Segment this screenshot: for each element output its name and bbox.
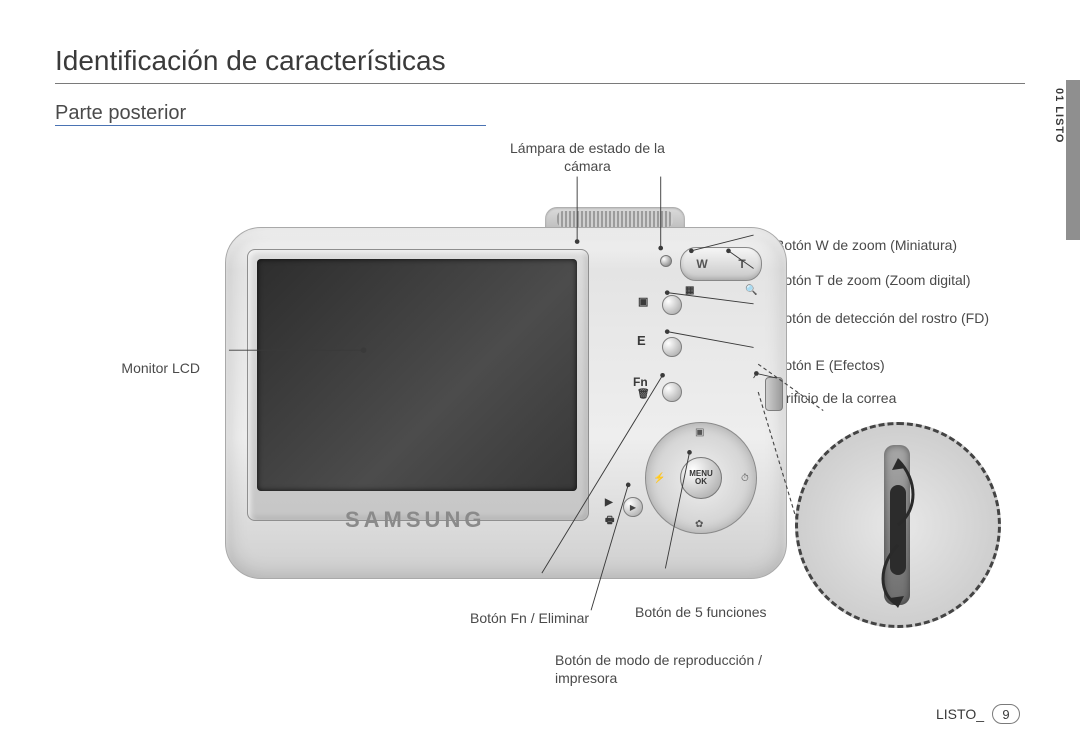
e-label: E xyxy=(637,333,646,348)
play-icon: ▶ xyxy=(605,497,613,508)
title-rule xyxy=(55,81,1025,84)
lcd-screen xyxy=(257,259,577,491)
playback-button: ▶ xyxy=(623,497,643,517)
strap-eyelet xyxy=(765,377,783,411)
zoom-rocker: W T xyxy=(680,247,762,281)
brand-logo: SAMSUNG xyxy=(345,507,485,533)
fn-label: Fn xyxy=(633,375,648,389)
page-footer: LISTO_ 9 xyxy=(936,704,1020,724)
status-led xyxy=(660,255,672,267)
label-play: Botón de modo de reproducción / impresor… xyxy=(555,652,762,687)
menu-ok-button: MENU OK xyxy=(680,457,722,499)
label-zoom-t: Botón T de zoom (Zoom digital) xyxy=(775,272,971,290)
rear-diagram: Lámpara de estado de la cámara Monitor L… xyxy=(55,132,1025,652)
label-5way: Botón de 5 funciones xyxy=(635,604,767,622)
zoom-t-label: T xyxy=(738,257,745,271)
fd-icon: ▣ xyxy=(638,295,648,308)
pad-left-icon: ⚡ xyxy=(653,473,665,484)
camera-illustration: SAMSUNG W T ▦ 🔍 ▣ E Fn 🗑 MENU OK ▣ ✿ ⚡ ⏱… xyxy=(225,207,785,597)
page-title: Identificación de características xyxy=(55,45,1025,77)
label-fn: Botón Fn / Eliminar xyxy=(470,610,589,628)
e-button xyxy=(662,337,682,357)
chapter-tab-label: 01 LISTO xyxy=(1053,88,1065,143)
trash-icon: 🗑 xyxy=(637,389,650,400)
label-strap: Orificio de la correa xyxy=(775,390,896,408)
fn-button xyxy=(662,382,682,402)
zoom-w-label: W xyxy=(696,257,707,271)
pad-down-icon: ✿ xyxy=(695,519,703,530)
chapter-tab xyxy=(1066,80,1080,240)
pad-up-icon: ▣ xyxy=(695,427,704,438)
fd-button xyxy=(662,295,682,315)
strap-arrows xyxy=(858,450,938,610)
grid-icon: ▦ xyxy=(685,285,694,296)
label-fd: Botón de detección del rostro (FD) xyxy=(775,310,989,328)
label-zoom-w: Botón W de zoom (Miniatura) xyxy=(775,237,957,255)
pad-right-icon: ⏱ xyxy=(741,473,749,484)
manual-page: Identificación de características Parte … xyxy=(0,0,1080,746)
footer-section: LISTO_ xyxy=(936,706,984,722)
page-subtitle: Parte posterior xyxy=(55,102,486,126)
magnifier-icon: 🔍 xyxy=(745,285,757,296)
label-status-lamp: Lámpara de estado de la cámara xyxy=(510,140,665,175)
label-e: Botón E (Efectos) xyxy=(775,357,885,375)
label-lcd: Monitor LCD xyxy=(90,360,200,378)
footer-page-number: 9 xyxy=(992,704,1020,724)
strap-detail xyxy=(795,422,1001,628)
printer-icon: 🖶 xyxy=(605,513,614,530)
